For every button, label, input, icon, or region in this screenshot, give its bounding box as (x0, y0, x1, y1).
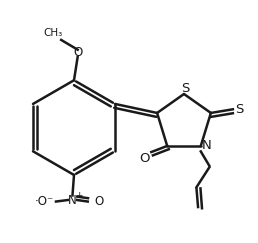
Text: O: O (94, 195, 103, 208)
Text: O: O (73, 46, 82, 59)
Text: CH₃: CH₃ (43, 28, 62, 38)
Text: O: O (139, 152, 150, 165)
Text: S: S (235, 103, 243, 116)
Text: S: S (181, 82, 190, 95)
Text: ·O⁻: ·O⁻ (35, 195, 54, 208)
Text: N: N (201, 139, 211, 152)
Text: N: N (68, 193, 77, 207)
Text: +: + (75, 191, 83, 200)
